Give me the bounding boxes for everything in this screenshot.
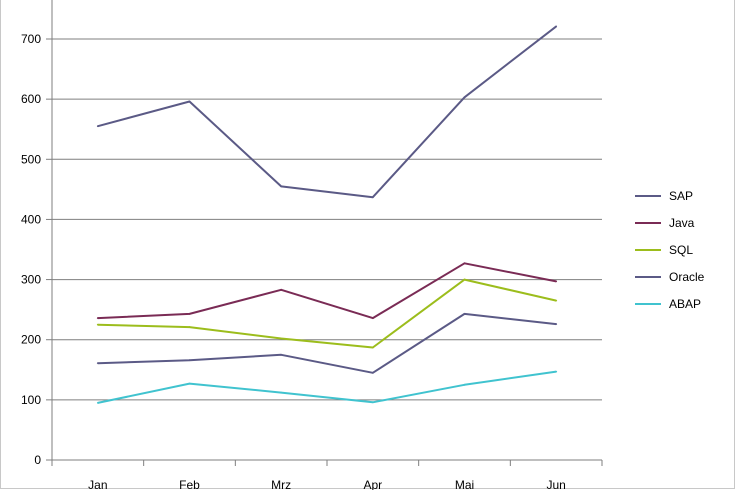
- data-point-abap: [555, 370, 558, 373]
- data-point-sap: [96, 125, 99, 128]
- data-point-sql: [280, 337, 283, 340]
- legend-label: SAP: [669, 189, 693, 203]
- x-tick-label: Mai: [455, 478, 474, 490]
- data-point-oracle: [96, 362, 99, 365]
- data-point-sap: [555, 25, 558, 28]
- data-point-abap: [463, 383, 466, 386]
- y-tick-label: 600: [21, 92, 41, 106]
- data-point-oracle: [280, 353, 283, 356]
- x-tick-label: Jan: [88, 478, 107, 490]
- data-point-abap: [96, 401, 99, 404]
- y-tick-label: 300: [21, 273, 41, 287]
- data-point-sql: [96, 323, 99, 326]
- y-tick-label: 100: [21, 393, 41, 407]
- series-line-abap: [97, 370, 557, 404]
- data-point-abap: [280, 391, 283, 394]
- y-tick-label: 400: [21, 212, 41, 226]
- series-line-sap: [97, 25, 557, 199]
- data-point-abap: [188, 382, 191, 385]
- data-point-sql: [555, 299, 558, 302]
- data-point-abap: [371, 401, 374, 404]
- series-line-oracle: [97, 312, 557, 374]
- data-point-sap: [463, 96, 466, 99]
- data-point-sap: [188, 100, 191, 103]
- data-point-java: [371, 317, 374, 319]
- data-point-sql: [188, 326, 191, 328]
- data-point-java: [555, 280, 558, 283]
- y-tick-label: 700: [21, 32, 41, 46]
- data-point-oracle: [463, 312, 466, 315]
- x-tick-label: Apr: [363, 478, 382, 490]
- data-point-java: [463, 262, 466, 265]
- data-point-sap: [371, 196, 374, 199]
- data-point-sql: [371, 346, 374, 349]
- data-point-oracle: [555, 323, 558, 325]
- data-point-java: [280, 288, 283, 291]
- series-line-java: [97, 262, 557, 320]
- data-point-oracle: [371, 371, 374, 374]
- legend-label: ABAP: [669, 297, 701, 311]
- legend-label: Java: [669, 216, 695, 230]
- legend-label: SQL: [669, 243, 693, 257]
- y-tick-label: 0: [34, 453, 41, 467]
- y-tick-label: 200: [21, 333, 41, 347]
- data-point-oracle: [188, 359, 191, 362]
- y-tick-label: 500: [21, 152, 41, 166]
- data-point-java: [96, 317, 99, 319]
- x-tick-label: Feb: [179, 478, 200, 490]
- legend-label: Oracle: [669, 270, 705, 284]
- x-tick-label: Jun: [546, 478, 565, 490]
- data-point-java: [188, 312, 191, 315]
- x-tick-label: Mrz: [271, 478, 291, 490]
- data-point-sap: [280, 185, 283, 188]
- data-point-sql: [463, 278, 466, 281]
- series-line-sql: [97, 278, 557, 349]
